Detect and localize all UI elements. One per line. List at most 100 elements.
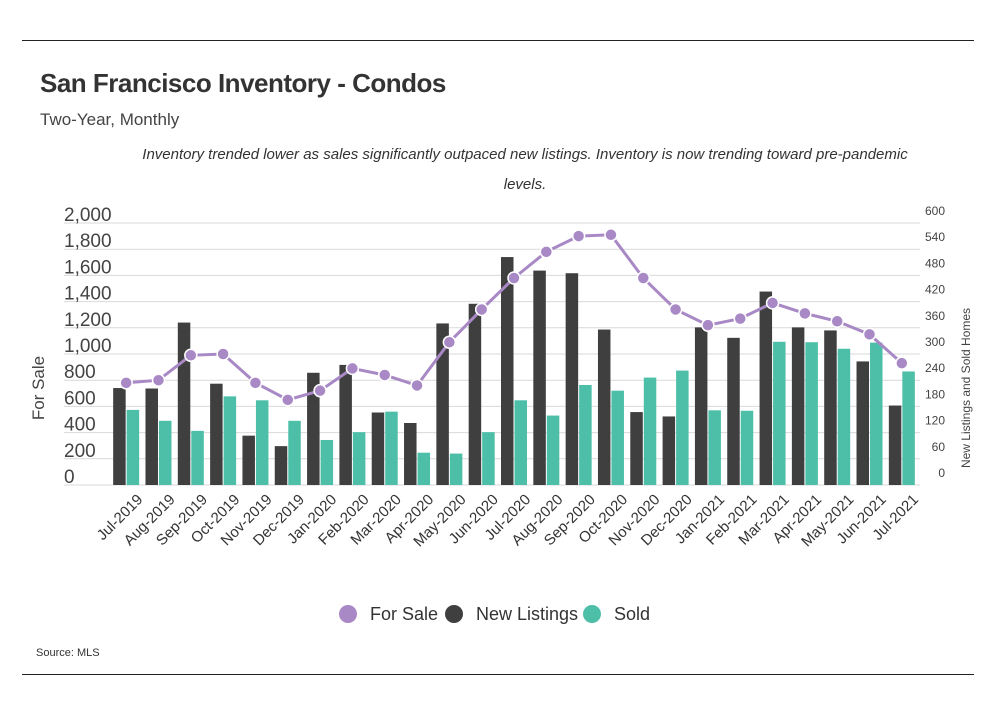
for-sale-point — [216, 347, 230, 361]
for-sale-point — [377, 368, 392, 382]
for-sale-point — [119, 376, 133, 390]
for-sale-point — [798, 306, 812, 321]
sold-bar — [902, 371, 915, 485]
new-listings-bar — [210, 383, 223, 485]
for-sale-point — [539, 245, 554, 259]
new-listings-bar — [824, 330, 837, 485]
for-sale-point — [765, 296, 780, 310]
left-tick-label: 200 — [64, 441, 96, 462]
new-listings-bar — [468, 303, 482, 485]
sold-bar — [740, 410, 754, 485]
new-listings-bar — [371, 412, 385, 485]
new-listings-bar — [565, 273, 579, 485]
new-listings-bar — [242, 435, 255, 485]
for-sale-point — [410, 378, 424, 393]
right-tick-label: 60 — [932, 440, 946, 454]
right-tick-label: 600 — [925, 204, 945, 218]
sold-bar — [643, 377, 657, 485]
chart-title: San Francisco Inventory - Condos — [40, 68, 446, 98]
sold-bar — [449, 453, 463, 485]
for-sale-point — [571, 229, 586, 243]
for-sale-point — [701, 318, 715, 332]
bars — [113, 257, 915, 485]
new-listings-bar — [888, 405, 902, 485]
sold-bar — [158, 420, 172, 485]
new-listings-bar — [436, 323, 449, 485]
left-tick-label: 0 — [64, 467, 75, 488]
right-tick-label: 240 — [925, 361, 945, 375]
for-sale-point — [345, 361, 360, 376]
new-listings-bar — [145, 388, 158, 485]
legend-marker — [339, 605, 357, 623]
right-tick-label: 540 — [925, 230, 945, 244]
for-sale-point — [281, 393, 295, 407]
left-tick-label: 1,800 — [64, 231, 112, 252]
legend-marker — [445, 605, 463, 623]
sold-bar — [482, 432, 495, 485]
legend-marker — [583, 605, 601, 623]
legend-label: New Listings — [476, 604, 578, 624]
right-tick-label: 360 — [925, 309, 945, 323]
sold-bar — [805, 342, 818, 485]
left-tick-label: 1,000 — [64, 336, 112, 357]
sold-bar — [676, 370, 689, 485]
new-listings-bar — [662, 416, 676, 485]
left-tick-label: 400 — [64, 415, 96, 436]
sold-bar — [579, 385, 592, 485]
sold-bar — [837, 348, 851, 485]
for-sale-point — [248, 376, 263, 390]
new-listings-bar — [630, 412, 643, 485]
left-tick-label: 1,600 — [64, 257, 112, 278]
sold-bar — [288, 420, 301, 485]
new-listings-bar — [274, 446, 288, 485]
new-listings-bar — [533, 270, 546, 485]
for-sale-point — [895, 356, 909, 370]
legend-label: For Sale — [370, 604, 438, 624]
x-axis-ticks: Jul-2019Aug-2019Sep-2019Oct-2019Nov-2019… — [94, 491, 922, 550]
left-tick-label: 600 — [64, 388, 96, 409]
new-listings-bar — [307, 372, 320, 485]
for-sale-point — [184, 348, 198, 363]
sold-bar — [223, 396, 237, 485]
right-tick-label: 120 — [925, 414, 945, 428]
left-axis-title: For Sale — [29, 356, 48, 420]
for-sale-point — [151, 373, 166, 387]
sold-bar — [126, 409, 140, 485]
left-tick-label: 1,400 — [64, 284, 112, 305]
sold-bar — [417, 452, 431, 485]
new-listings-bar — [501, 257, 514, 485]
for-sale-point — [733, 311, 747, 326]
for-sale-point — [442, 335, 457, 349]
new-listings-bar — [759, 291, 773, 485]
source-note: Source: MLS — [36, 647, 100, 659]
for-sale-point — [862, 327, 877, 342]
new-listings-bar — [856, 361, 870, 485]
chart-subtitle: Two-Year, Monthly — [40, 110, 180, 129]
sold-bar — [320, 440, 334, 485]
for-sale-point — [636, 271, 651, 285]
for-sale-point — [507, 271, 521, 285]
left-tick-label: 2,000 — [64, 205, 112, 226]
sold-bar — [514, 400, 527, 485]
for-sale-point — [668, 302, 683, 317]
sold-bar — [352, 432, 366, 485]
right-tick-label: 180 — [925, 387, 945, 401]
sold-bar — [191, 430, 204, 485]
right-tick-label: 480 — [925, 256, 945, 270]
right-tick-label: 420 — [925, 283, 945, 297]
sold-bar — [546, 415, 560, 485]
right-axis-ticks: 0 60 120 180 240 300 360 420 480 540 600 — [925, 204, 945, 480]
for-sale-point — [313, 383, 327, 398]
sold-bar — [773, 341, 786, 485]
new-listings-bar — [694, 327, 708, 485]
new-listings-bar — [339, 364, 352, 485]
for-sale-line — [119, 228, 909, 407]
sold-bar — [255, 400, 269, 485]
new-listings-bar — [177, 322, 191, 485]
for-sale-point — [604, 228, 618, 242]
new-listings-bar — [404, 422, 417, 485]
left-axis-ticks: 0 200 400 600 800 1,000 1,200 1,400 1,600 1,800 2,… — [64, 205, 112, 488]
sold-bar — [385, 411, 398, 485]
chart-caption: Inventory trended lower as sales signifi… — [142, 146, 908, 193]
